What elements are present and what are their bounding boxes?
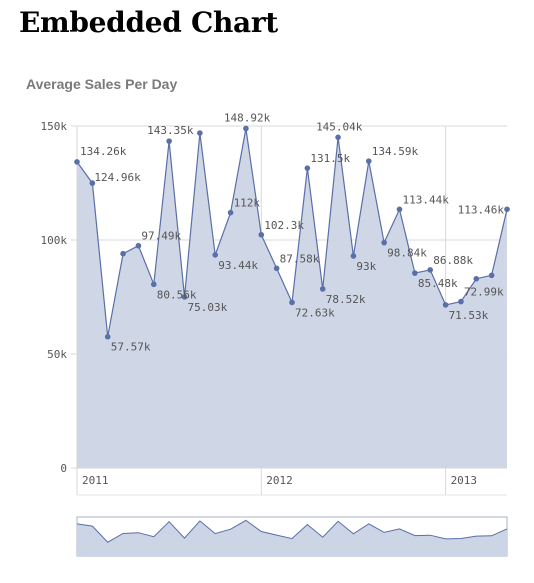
data-label: 134.26k (80, 145, 127, 158)
x-tick-label: 2012 (266, 474, 293, 487)
data-labels: 134.26k 124.96k 57.57k 97.49k 80.56k 143.35k 7… (80, 111, 504, 353)
data-label: 72.99k (464, 286, 504, 299)
data-label: 148.92k (224, 111, 271, 124)
data-point[interactable] (488, 272, 495, 279)
data-point[interactable] (304, 165, 311, 171)
data-point[interactable] (197, 130, 203, 136)
data-point[interactable] (319, 286, 326, 292)
data-point[interactable] (350, 253, 357, 259)
data-label: 86.88k (433, 254, 473, 267)
data-label: 75.03k (188, 301, 228, 314)
data-point[interactable] (181, 294, 188, 300)
series-area-fill (77, 128, 507, 468)
data-point[interactable] (442, 302, 449, 308)
data-label: 78.52k (326, 293, 366, 306)
data-label: 124.96k (94, 171, 141, 184)
data-label: 112k (234, 197, 261, 210)
data-label: 93.44k (218, 259, 258, 272)
data-label: 87.58k (280, 252, 320, 265)
data-label: 71.53k (449, 309, 489, 322)
data-label: 72.63k (295, 306, 335, 319)
data-point[interactable] (273, 265, 280, 272)
data-label: 113.44k (403, 193, 450, 206)
data-label: 134.59k (372, 145, 419, 158)
data-point[interactable] (335, 134, 341, 141)
data-label: 85.48k (418, 277, 458, 290)
data-point[interactable] (120, 250, 126, 257)
y-tick-label: 50k (47, 348, 67, 361)
data-point[interactable] (135, 242, 142, 249)
data-label: 93k (356, 260, 376, 273)
data-label: 131.5k (310, 152, 350, 165)
data-points (74, 125, 510, 340)
data-point[interactable] (150, 281, 157, 288)
data-point[interactable] (412, 270, 418, 276)
y-tick-label: 0 (60, 462, 67, 475)
data-point[interactable] (166, 138, 172, 144)
data-point[interactable] (381, 239, 387, 246)
page-heading: Embedded Chart (19, 6, 278, 39)
data-label: 145.04k (316, 120, 363, 133)
data-point[interactable] (504, 206, 510, 213)
y-axis: 0 50k 100k 150k (41, 120, 68, 475)
data-label: 143.35k (147, 124, 194, 137)
data-point[interactable] (427, 267, 434, 273)
data-point[interactable] (212, 252, 219, 258)
data-label: 57.57k (111, 341, 151, 354)
y-tick-label: 100k (41, 234, 68, 247)
data-label: 97.49k (141, 230, 181, 243)
data-point[interactable] (89, 180, 96, 186)
data-label: 80.56k (157, 288, 197, 301)
x-tick-label: 2013 (451, 474, 478, 487)
x-axis: 2011 2012 2013 (77, 474, 507, 496)
data-label: 98.84k (387, 247, 427, 260)
data-label: 113.46k (458, 203, 505, 216)
x-tick-label: 2011 (82, 474, 109, 487)
data-point[interactable] (289, 299, 295, 306)
range-navigator[interactable] (76, 516, 508, 557)
data-label: 102.3k (264, 219, 304, 232)
data-point[interactable] (243, 125, 249, 132)
chart-title: Average Sales Per Day (26, 76, 178, 92)
data-point[interactable] (458, 298, 464, 305)
data-point[interactable] (74, 159, 80, 165)
navigator-line (76, 519, 508, 543)
data-point[interactable] (473, 275, 480, 282)
data-point[interactable] (258, 231, 265, 238)
data-point[interactable] (104, 333, 111, 340)
y-tick-label: 150k (41, 120, 68, 133)
data-point[interactable] (227, 209, 234, 216)
data-point[interactable] (396, 206, 403, 213)
data-point[interactable] (365, 158, 372, 164)
